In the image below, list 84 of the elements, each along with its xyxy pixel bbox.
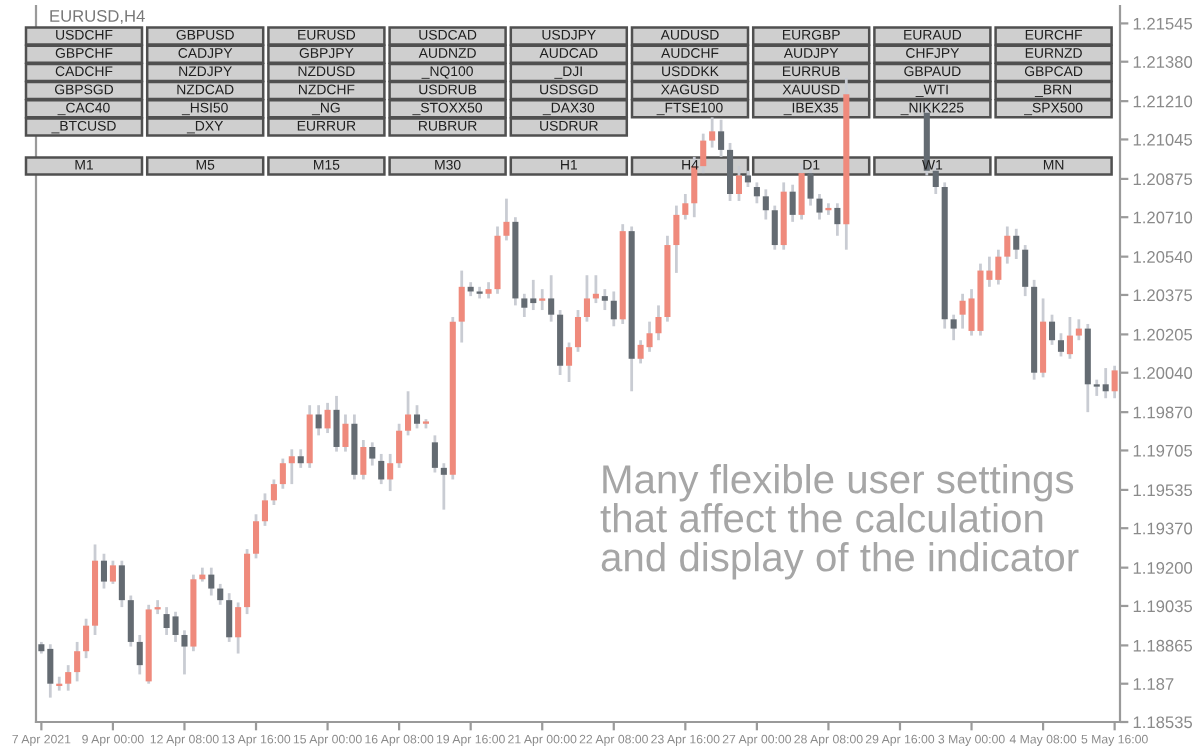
candlestick [583,273,590,324]
candlestick [217,582,224,607]
candlestick [235,601,242,655]
candlestick [333,394,340,453]
y-tick-label: 1.19035 [1133,600,1193,613]
candlestick [610,290,617,328]
candlestick [118,559,125,609]
candlestick [753,181,760,205]
annotation: Many flexible user settings that affect the calculation and display of the indicator [600,464,1079,580]
candlestick [270,478,277,507]
candlestick [1004,225,1011,266]
candlestick [548,273,555,324]
candlestick [655,304,662,342]
candlestick [288,447,295,486]
candlestick [1013,227,1020,261]
candlestick [574,308,582,354]
y-tick-label: 1.19535 [1133,484,1193,497]
candlestick [65,663,72,693]
candlestick [1066,315,1073,361]
candlestick [431,433,438,474]
candlestick [816,192,823,221]
candlestick [646,320,653,354]
candlestick [324,401,331,435]
candlestick [950,313,957,342]
candlestick [387,452,394,493]
candlestick [297,447,304,470]
candlestick [440,461,447,512]
candlestick [566,341,573,384]
candlestick [261,492,268,528]
candlestick [127,594,134,648]
candlestick [378,452,385,486]
candlestick [136,633,143,676]
y-tick-label: 1.20375 [1133,289,1193,302]
y-tick-label: 1.19870 [1133,406,1193,419]
candlestick [834,201,841,238]
candlestick [226,591,233,644]
y-tick-label: 1.21045 [1133,133,1193,146]
candlestick [762,187,769,221]
candlestick [601,287,608,312]
y-tick-label: 1.21380 [1133,56,1193,68]
candlestick [208,566,215,597]
y-tick-label: 1.20875 [1133,173,1193,186]
candlestick [771,204,778,252]
candlestick [360,438,367,481]
candlestick [342,413,349,453]
y-tick-label: 1.20205 [1133,328,1193,341]
candlestick [1102,366,1109,400]
candlestick [673,204,680,275]
candlestick [83,617,90,660]
candlestick [789,183,796,224]
y-tick-label: 1.19370 [1133,522,1193,535]
candlestick [521,292,528,319]
y-tick-label: 1.18865 [1133,639,1193,652]
y-tick-label: 1.20040 [1133,367,1193,379]
y-tick-label: 1.20540 [1133,251,1193,263]
y-tick-label: 1.19200 [1133,562,1193,574]
candlestick [369,440,376,467]
candlestick [172,610,179,644]
y-tick-label: 1.187 [1133,678,1174,690]
chart-title: EURUSD,H4 [50,10,145,24]
candlestick [315,403,322,437]
candlestick [100,552,108,590]
candlestick [539,287,546,312]
y-tick-label: 1.19705 [1133,444,1193,457]
y-tick-label: 1.21545 [1133,17,1193,30]
candlestick [1022,243,1029,298]
candlestick [413,403,421,430]
candlestick [1075,317,1082,342]
candlestick [682,192,689,221]
candlestick [405,389,412,437]
y-tick-label: 1.18535 [1133,716,1193,729]
candlestick [279,457,286,491]
candlestick [503,197,510,242]
candlestick [1048,313,1056,347]
y-tick-label: 1.21210 [1133,95,1193,108]
candlestick [74,640,81,683]
candlestick [396,422,403,470]
candlestick [1111,364,1118,400]
candlestick [109,559,116,586]
candlestick [252,512,260,560]
candlestick [458,269,465,344]
y-tick-label: 1.20710 [1133,211,1193,224]
candlestick [181,628,188,676]
candlestick [1057,331,1065,358]
